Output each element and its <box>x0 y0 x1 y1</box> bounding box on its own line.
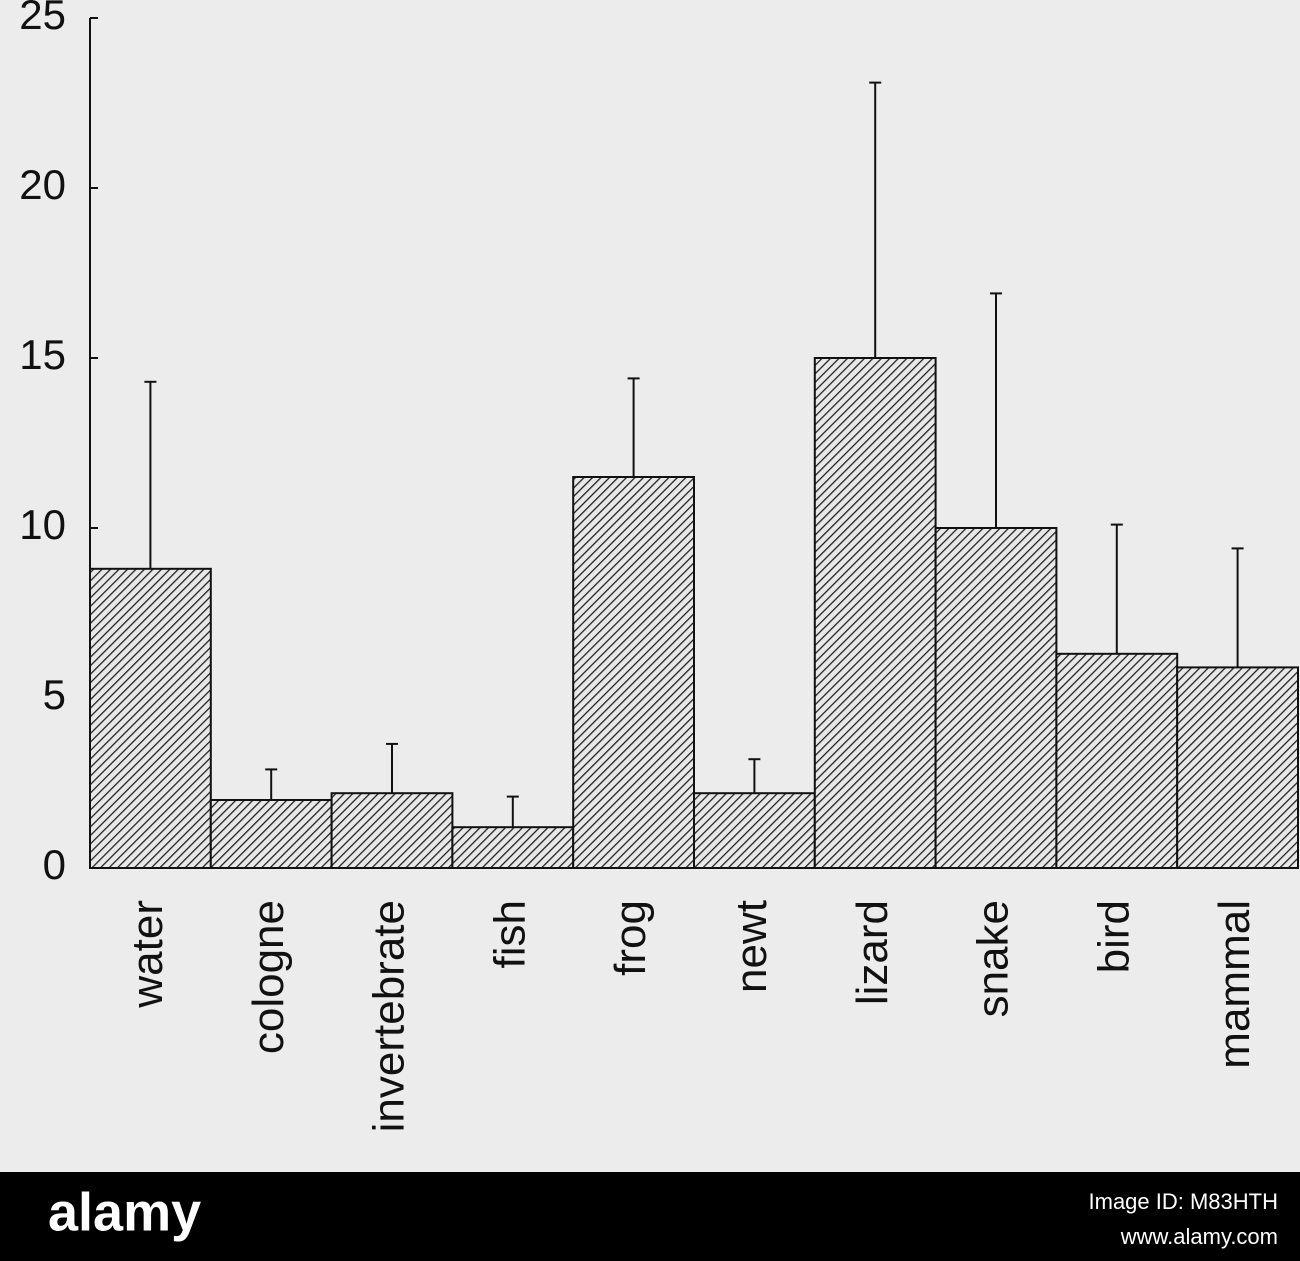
bar <box>451 826 575 870</box>
footer-banner <box>0 1172 1300 1261</box>
y-tick-label: 20 <box>19 161 66 208</box>
x-tick-label: cologne <box>244 900 293 1054</box>
x-tick-label: lizard <box>848 900 897 1005</box>
bar <box>693 792 816 870</box>
y-tick-label: 25 <box>19 0 66 38</box>
plot-area: 0 5 10 15 20 25 water cologne invertebrate fish fr… <box>19 0 1299 1132</box>
y-tick-label: 15 <box>19 331 66 378</box>
x-tick-label: mammal <box>1210 900 1259 1069</box>
bar <box>330 792 454 870</box>
x-tick-label: water <box>123 900 172 1009</box>
url: www.alamy.com <box>1120 1224 1278 1249</box>
y-tick-label: 5 <box>43 671 66 718</box>
x-tick-label: invertebrate <box>365 900 414 1132</box>
bar <box>813 357 937 869</box>
bar <box>1176 666 1299 870</box>
bar <box>1055 652 1179 869</box>
bar <box>89 567 212 869</box>
image-id: Image ID: M83HTH <box>1089 1189 1279 1214</box>
bar <box>209 799 333 869</box>
y-tick-label: 0 <box>43 841 66 888</box>
x-tick-label: fish <box>485 900 534 968</box>
x-tick-label: frog <box>606 900 655 976</box>
x-tick-label: newt <box>727 900 776 993</box>
bar <box>572 476 696 869</box>
brand: alamy <box>48 1182 201 1242</box>
bar <box>934 527 1058 869</box>
x-tick-label: snake <box>969 900 1018 1017</box>
y-tick-label: 10 <box>19 501 66 548</box>
x-tick-label: bird <box>1089 900 1138 973</box>
